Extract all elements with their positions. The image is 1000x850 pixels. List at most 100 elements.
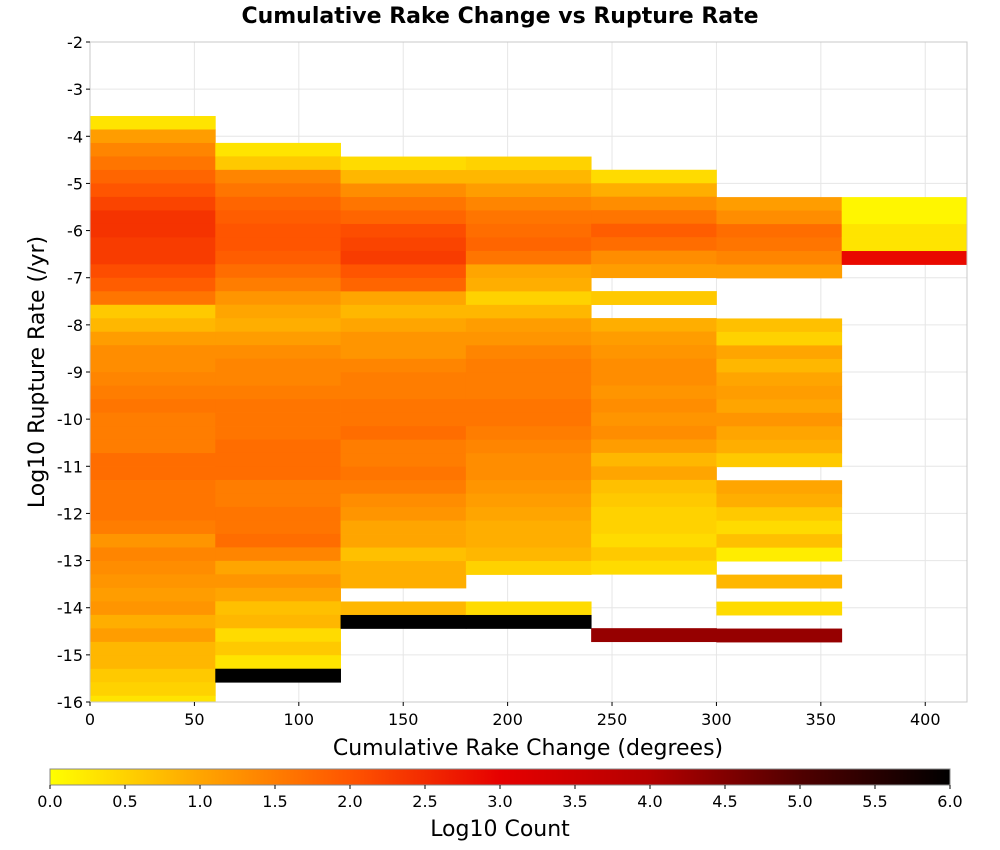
x-tick-label: 200 <box>492 710 523 729</box>
heatmap-cell <box>465 156 592 171</box>
heatmap-cell <box>716 534 843 549</box>
heatmap-cell <box>465 223 592 238</box>
heatmap-cell <box>90 237 216 252</box>
heatmap-cell <box>591 493 717 508</box>
colorbar-tick-label: 3.0 <box>487 792 512 811</box>
heatmap-cell <box>215 628 341 643</box>
heatmap-cell <box>465 385 592 400</box>
heatmap-cell <box>90 304 216 319</box>
heatmap-cell <box>90 668 216 683</box>
heatmap-cell <box>215 196 341 211</box>
heatmap-cell <box>215 587 341 602</box>
heatmap-cell <box>465 210 592 225</box>
heatmap-cell <box>215 250 341 265</box>
heatmap-cell <box>90 318 216 333</box>
heatmap-cell <box>90 156 216 171</box>
heatmap-cell <box>591 183 717 198</box>
heatmap-cell <box>841 237 968 252</box>
heatmap-cell <box>716 507 843 522</box>
y-tick-label: -5 <box>67 174 83 193</box>
y-tick-label: -8 <box>67 316 83 335</box>
heatmap-cell <box>591 169 717 184</box>
heatmap-cell <box>591 425 717 440</box>
heatmap-cell <box>465 183 592 198</box>
heatmap-cell <box>716 385 843 400</box>
heatmap-cell <box>591 264 717 279</box>
heatmap-cell <box>215 304 341 319</box>
heatmap-cell <box>591 547 717 562</box>
heatmap-cell <box>465 399 592 414</box>
heatmap-cell <box>90 439 216 454</box>
heatmap-cell <box>591 237 717 252</box>
heatmap-cell <box>340 399 467 414</box>
heatmap-cell <box>215 426 341 440</box>
heatmap-cell <box>465 318 592 333</box>
heatmap-cell <box>215 318 341 333</box>
heatmap-cell <box>90 601 216 616</box>
heatmap-cell <box>716 318 843 333</box>
x-axis-ticks: 0 50 100 150 200 250 300 350 400 <box>85 702 941 729</box>
heatmap-cell <box>841 224 968 238</box>
heatmap-cell <box>340 439 467 454</box>
heatmap-cell <box>90 641 216 656</box>
heatmap-cell <box>90 358 216 373</box>
heatmap-cell <box>465 520 592 535</box>
heatmap-cell <box>591 466 717 481</box>
heatmap-cell <box>591 533 717 548</box>
heatmap-cell <box>215 399 341 413</box>
x-tick-label: 0 <box>85 710 95 729</box>
x-tick-label: 350 <box>806 710 837 729</box>
heatmap-cell <box>465 237 592 252</box>
heatmap-cell <box>716 480 843 495</box>
heatmap-cell <box>841 251 968 265</box>
heatmap-cell <box>465 480 592 495</box>
heatmap-cell <box>215 479 341 494</box>
heatmap-cell <box>465 372 592 387</box>
heatmap-cell <box>215 264 341 279</box>
heatmap-cell <box>340 331 467 346</box>
heatmap-cell <box>90 264 216 279</box>
heatmap-cell <box>340 291 467 306</box>
heatmap-cell <box>716 224 843 238</box>
heatmap-cell <box>90 682 216 697</box>
y-tick-label: -9 <box>67 363 83 382</box>
heatmap-cell <box>841 210 968 225</box>
heatmap-cell <box>215 493 341 508</box>
heatmap-cell <box>465 614 592 629</box>
heatmap-cell <box>465 264 592 279</box>
heatmap-cell <box>215 506 341 521</box>
heatmap-cell <box>340 156 467 171</box>
heatmap-cell <box>716 358 843 373</box>
heatmap-cell <box>591 439 717 454</box>
heatmap-cell <box>716 345 843 360</box>
colorbar-tick-label: 3.5 <box>562 792 587 811</box>
heatmap-cell <box>215 277 341 292</box>
y-tick-label: -6 <box>67 222 83 241</box>
heatmap-cell <box>215 668 341 683</box>
heatmap-cell <box>215 291 341 306</box>
heatmap-cell <box>215 439 341 454</box>
heatmap-cell <box>716 628 843 643</box>
heatmap-cell <box>215 614 341 629</box>
x-tick-label: 50 <box>184 710 204 729</box>
heatmap-cell <box>90 587 216 602</box>
heatmap-cell <box>716 331 843 346</box>
y-tick-label: -16 <box>57 693 83 712</box>
heatmap-cell <box>591 506 717 521</box>
heatmap-cell <box>215 655 341 670</box>
heatmap-cell <box>716 372 843 387</box>
heatmap-cell <box>340 170 467 184</box>
heatmap-cell <box>591 560 717 575</box>
heatmap-cell <box>591 345 717 359</box>
y-axis-title: Log10 Rupture Rate (/yr) <box>25 236 50 508</box>
heatmap-cell <box>340 277 467 292</box>
heatmap-cell <box>215 331 341 346</box>
heatmap-cell <box>716 237 843 252</box>
heatmap-cell <box>90 695 216 703</box>
x-axis-title: Cumulative Rake Change (degrees) <box>333 736 723 761</box>
heatmap-cell <box>340 426 467 441</box>
heatmap-cell <box>215 385 341 400</box>
heatmap-cell <box>90 507 216 521</box>
heatmap-cell <box>90 196 216 211</box>
